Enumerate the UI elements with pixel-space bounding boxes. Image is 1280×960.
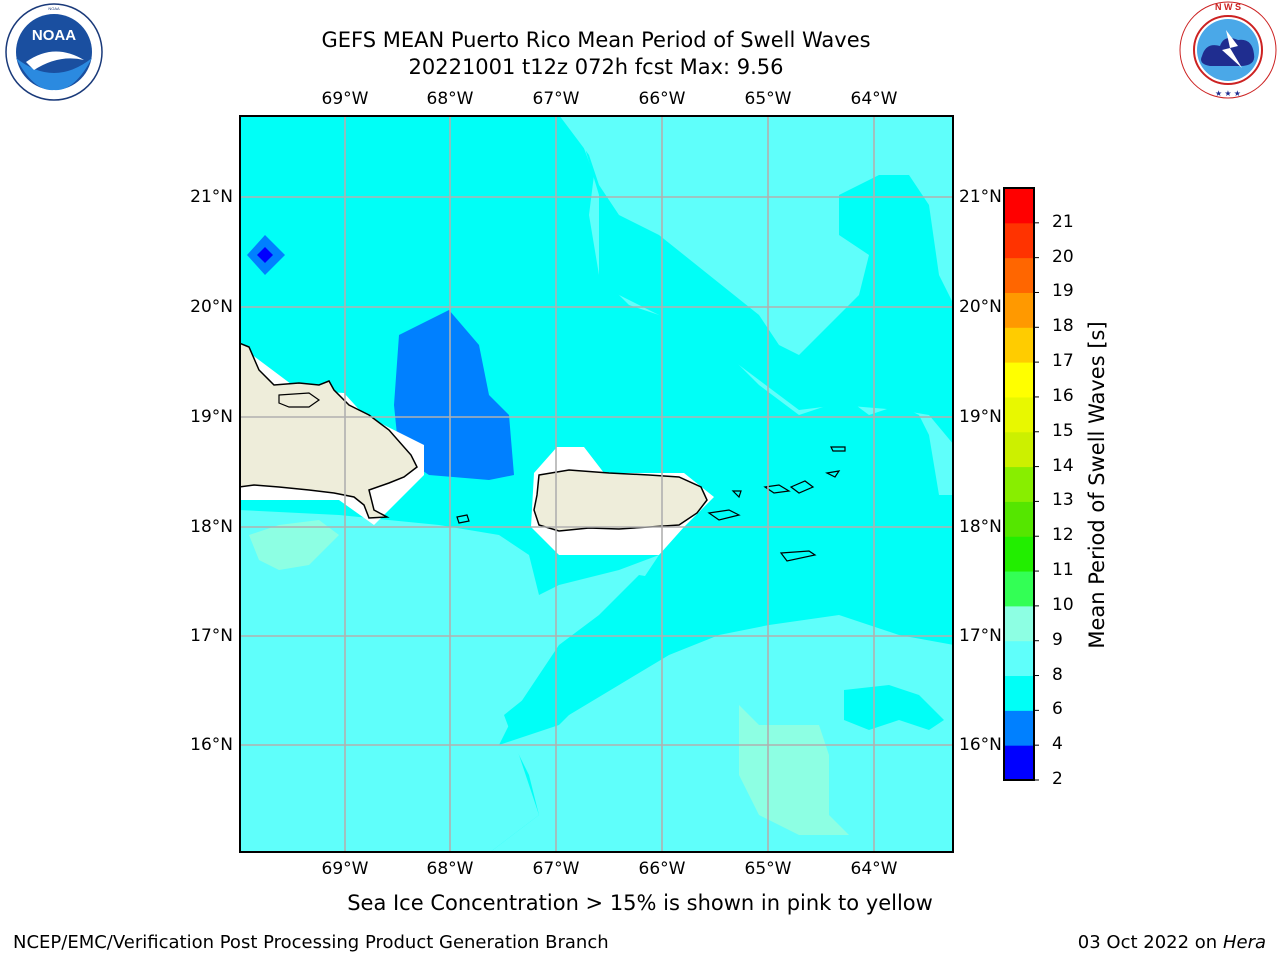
- culebra-island: [731, 490, 742, 499]
- puerto-rico-land: [533, 469, 708, 532]
- lat-label-right: 20°N: [959, 297, 1002, 317]
- noaa-logo-text: NOAA: [32, 27, 76, 44]
- colorbar-tick-label: 14: [1052, 455, 1074, 476]
- colorbar-segment: [1004, 431, 1034, 468]
- chart-title-line1: GEFS MEAN Puerto Rico Mean Period of Swe…: [321, 28, 871, 52]
- noaa-logo: NOAA NOAA: [5, 3, 103, 101]
- branch-credit: NCEP/EMC/Verification Post Processing Pr…: [13, 932, 609, 953]
- lat-label-left: 21°N: [190, 187, 233, 207]
- lat-label-right: 17°N: [959, 626, 1002, 646]
- colorbar-tick-label: 12: [1052, 525, 1074, 546]
- lon-label-top: 64°W: [850, 89, 898, 109]
- colorbar: [1003, 187, 1039, 781]
- lon-label-top: 69°W: [321, 89, 369, 109]
- colorbar-tick-label: 10: [1052, 594, 1074, 615]
- colorbar-tick-label: 8: [1052, 664, 1063, 685]
- cyan-patch-southeast: [844, 685, 944, 730]
- st-thomas-island: [763, 484, 791, 494]
- cyan-tongue-south: [499, 575, 779, 745]
- lon-label-bottom: 65°W: [744, 859, 792, 879]
- lat-label-right: 21°N: [959, 187, 1002, 207]
- generation-date: 03 Oct 2022 on Hera: [1078, 932, 1266, 953]
- lon-label-bottom: 69°W: [321, 859, 369, 879]
- lon-label-bottom: 68°W: [426, 859, 474, 879]
- colorbar-tick-label: 13: [1052, 490, 1074, 511]
- colorbar-tick-label: 15: [1052, 420, 1074, 441]
- svg-text:NOAA: NOAA: [48, 6, 60, 11]
- lon-label-bottom: 64°W: [850, 859, 898, 879]
- nws-logo: N W S ★ ★ ★: [1179, 1, 1277, 99]
- colorbar-segment: [1004, 396, 1034, 433]
- map-gridlines: [239, 115, 954, 853]
- svg-text:★ ★ ★: ★ ★ ★: [1215, 89, 1241, 98]
- map-frame: [239, 115, 954, 853]
- colorbar-segment: [1004, 710, 1034, 746]
- colorbar-segment: [1004, 466, 1034, 502]
- colorbar-tick-label: 16: [1052, 385, 1074, 406]
- colorbar-segment: [1004, 362, 1034, 398]
- colorbar-tick-label: 20: [1052, 246, 1074, 267]
- aqua-patch-west: [249, 520, 339, 570]
- lat-label-right: 16°N: [959, 735, 1002, 755]
- tortola-island: [825, 470, 841, 478]
- colorbar-tick-label: 11: [1052, 560, 1074, 581]
- colorbar-segment: [1004, 188, 1034, 224]
- aqua-patch-south: [739, 705, 849, 835]
- colorbar-tick-label: 18: [1052, 316, 1074, 337]
- colorbar-segment: [1004, 675, 1034, 711]
- colorbar-segment: [1004, 222, 1034, 259]
- colorbar-segment: [1004, 292, 1034, 328]
- blue-region-mona: [394, 310, 514, 480]
- colorbar-tick-label: 19: [1052, 281, 1074, 302]
- colorbar-tick-label: 4: [1052, 734, 1063, 755]
- colorbar-segment: [1004, 745, 1034, 781]
- sea-ice-note: Sea Ice Concentration > 15% is shown in …: [347, 891, 933, 915]
- lat-label-left: 20°N: [190, 297, 233, 317]
- tortuga-island: [278, 392, 321, 408]
- light-cyan-southwest: [239, 510, 659, 853]
- lat-label-left: 19°N: [190, 407, 233, 427]
- colorbar-segment: [1004, 327, 1034, 363]
- generation-date-text: 03 Oct 2022 on: [1077, 932, 1223, 953]
- wave-period-map: [239, 115, 954, 853]
- light-cyan-northeast: [559, 115, 954, 355]
- lon-label-bottom: 66°W: [638, 859, 686, 879]
- lon-label-top: 68°W: [426, 89, 474, 109]
- mona-island: [456, 514, 470, 524]
- lon-label-bottom: 67°W: [532, 859, 580, 879]
- colorbar-tick-label: 2: [1052, 769, 1063, 789]
- lat-label-right: 18°N: [959, 517, 1002, 537]
- svg-text:N W S: N W S: [1215, 2, 1241, 12]
- lat-label-left: 18°N: [190, 517, 233, 537]
- st-croix-island: [779, 550, 817, 562]
- colorbar-frame: [1003, 187, 1035, 781]
- lat-label-left: 16°N: [190, 735, 233, 755]
- colorbar-tick-label: 6: [1052, 699, 1063, 720]
- chart-title-line2: 20221001 t12z 072h fcst Max: 9.56: [408, 55, 784, 79]
- colorbar-label: Mean Period of Swell Waves [s]: [1085, 321, 1109, 649]
- lon-label-top: 66°W: [638, 89, 686, 109]
- st-john-island: [789, 480, 815, 494]
- lat-label-right: 19°N: [959, 407, 1002, 427]
- anegada-island: [830, 446, 846, 452]
- colorbar-tick-label: 17: [1052, 351, 1074, 372]
- colorbar-tick-label: 21: [1052, 211, 1074, 232]
- vieques-island: [707, 509, 741, 521]
- colorbar-segment: [1004, 257, 1034, 293]
- lon-label-top: 67°W: [532, 89, 580, 109]
- colorbar-segment: [1004, 501, 1034, 537]
- lon-label-top: 65°W: [744, 89, 792, 109]
- colorbar-segment: [1004, 605, 1034, 642]
- colorbar-segment: [1004, 640, 1034, 677]
- machine-name: Hera: [1222, 932, 1266, 953]
- lat-label-left: 17°N: [190, 626, 233, 646]
- hispaniola-land: [239, 342, 418, 519]
- colorbar-segment: [1004, 571, 1034, 607]
- light-cyan-south: [489, 615, 954, 853]
- colorbar-tick-label: 9: [1052, 629, 1063, 650]
- deep-blue-patch: [257, 247, 273, 263]
- colorbar-segment: [1004, 536, 1034, 572]
